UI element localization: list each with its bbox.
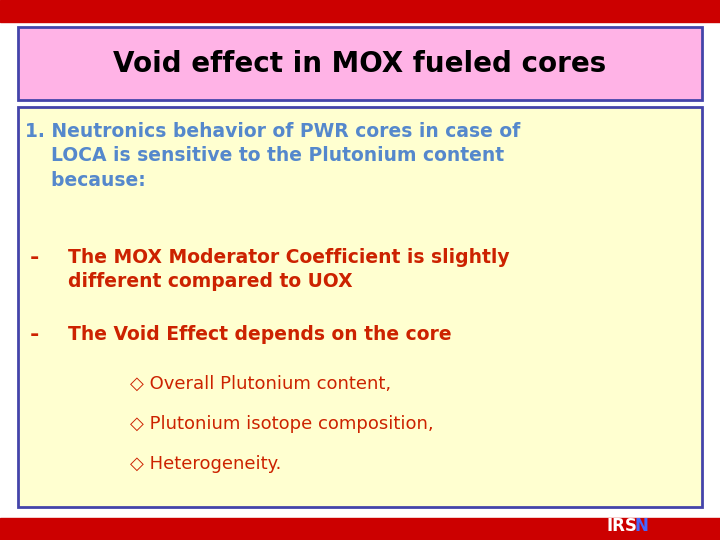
Text: IRS: IRS <box>606 517 637 535</box>
Text: N: N <box>635 517 649 535</box>
Text: Void effect in MOX fueled cores: Void effect in MOX fueled cores <box>113 50 607 78</box>
Text: ◇ Heterogeneity.: ◇ Heterogeneity. <box>130 455 282 473</box>
Bar <box>0 518 720 540</box>
Text: -: - <box>30 248 40 268</box>
Bar <box>0 0 720 22</box>
Text: The MOX Moderator Coefficient is slightly
different compared to UOX: The MOX Moderator Coefficient is slightl… <box>68 248 510 291</box>
FancyBboxPatch shape <box>18 27 702 100</box>
Text: ◇ Overall Plutonium content,: ◇ Overall Plutonium content, <box>130 375 391 393</box>
Text: 1. Neutronics behavior of PWR cores in case of
    LOCA is sensitive to the Plut: 1. Neutronics behavior of PWR cores in c… <box>25 122 521 190</box>
Text: -: - <box>30 325 40 345</box>
Text: ◇ Plutonium isotope composition,: ◇ Plutonium isotope composition, <box>130 415 433 433</box>
FancyBboxPatch shape <box>18 107 702 507</box>
Text: The Void Effect depends on the core: The Void Effect depends on the core <box>68 325 451 344</box>
